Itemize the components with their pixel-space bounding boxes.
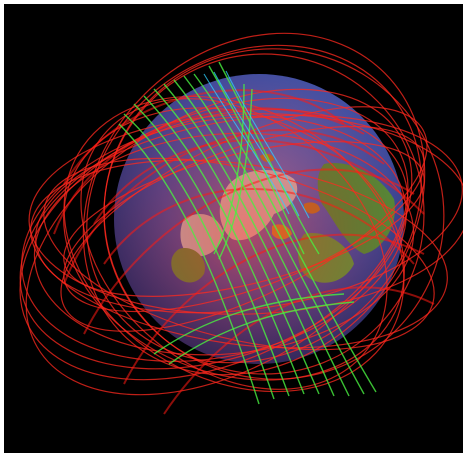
red-orbit-sweep xyxy=(53,89,435,415)
satellite-orbits-image xyxy=(4,4,463,453)
blue-orbits xyxy=(203,70,310,219)
globe-with-orbits-illustration xyxy=(4,4,463,453)
